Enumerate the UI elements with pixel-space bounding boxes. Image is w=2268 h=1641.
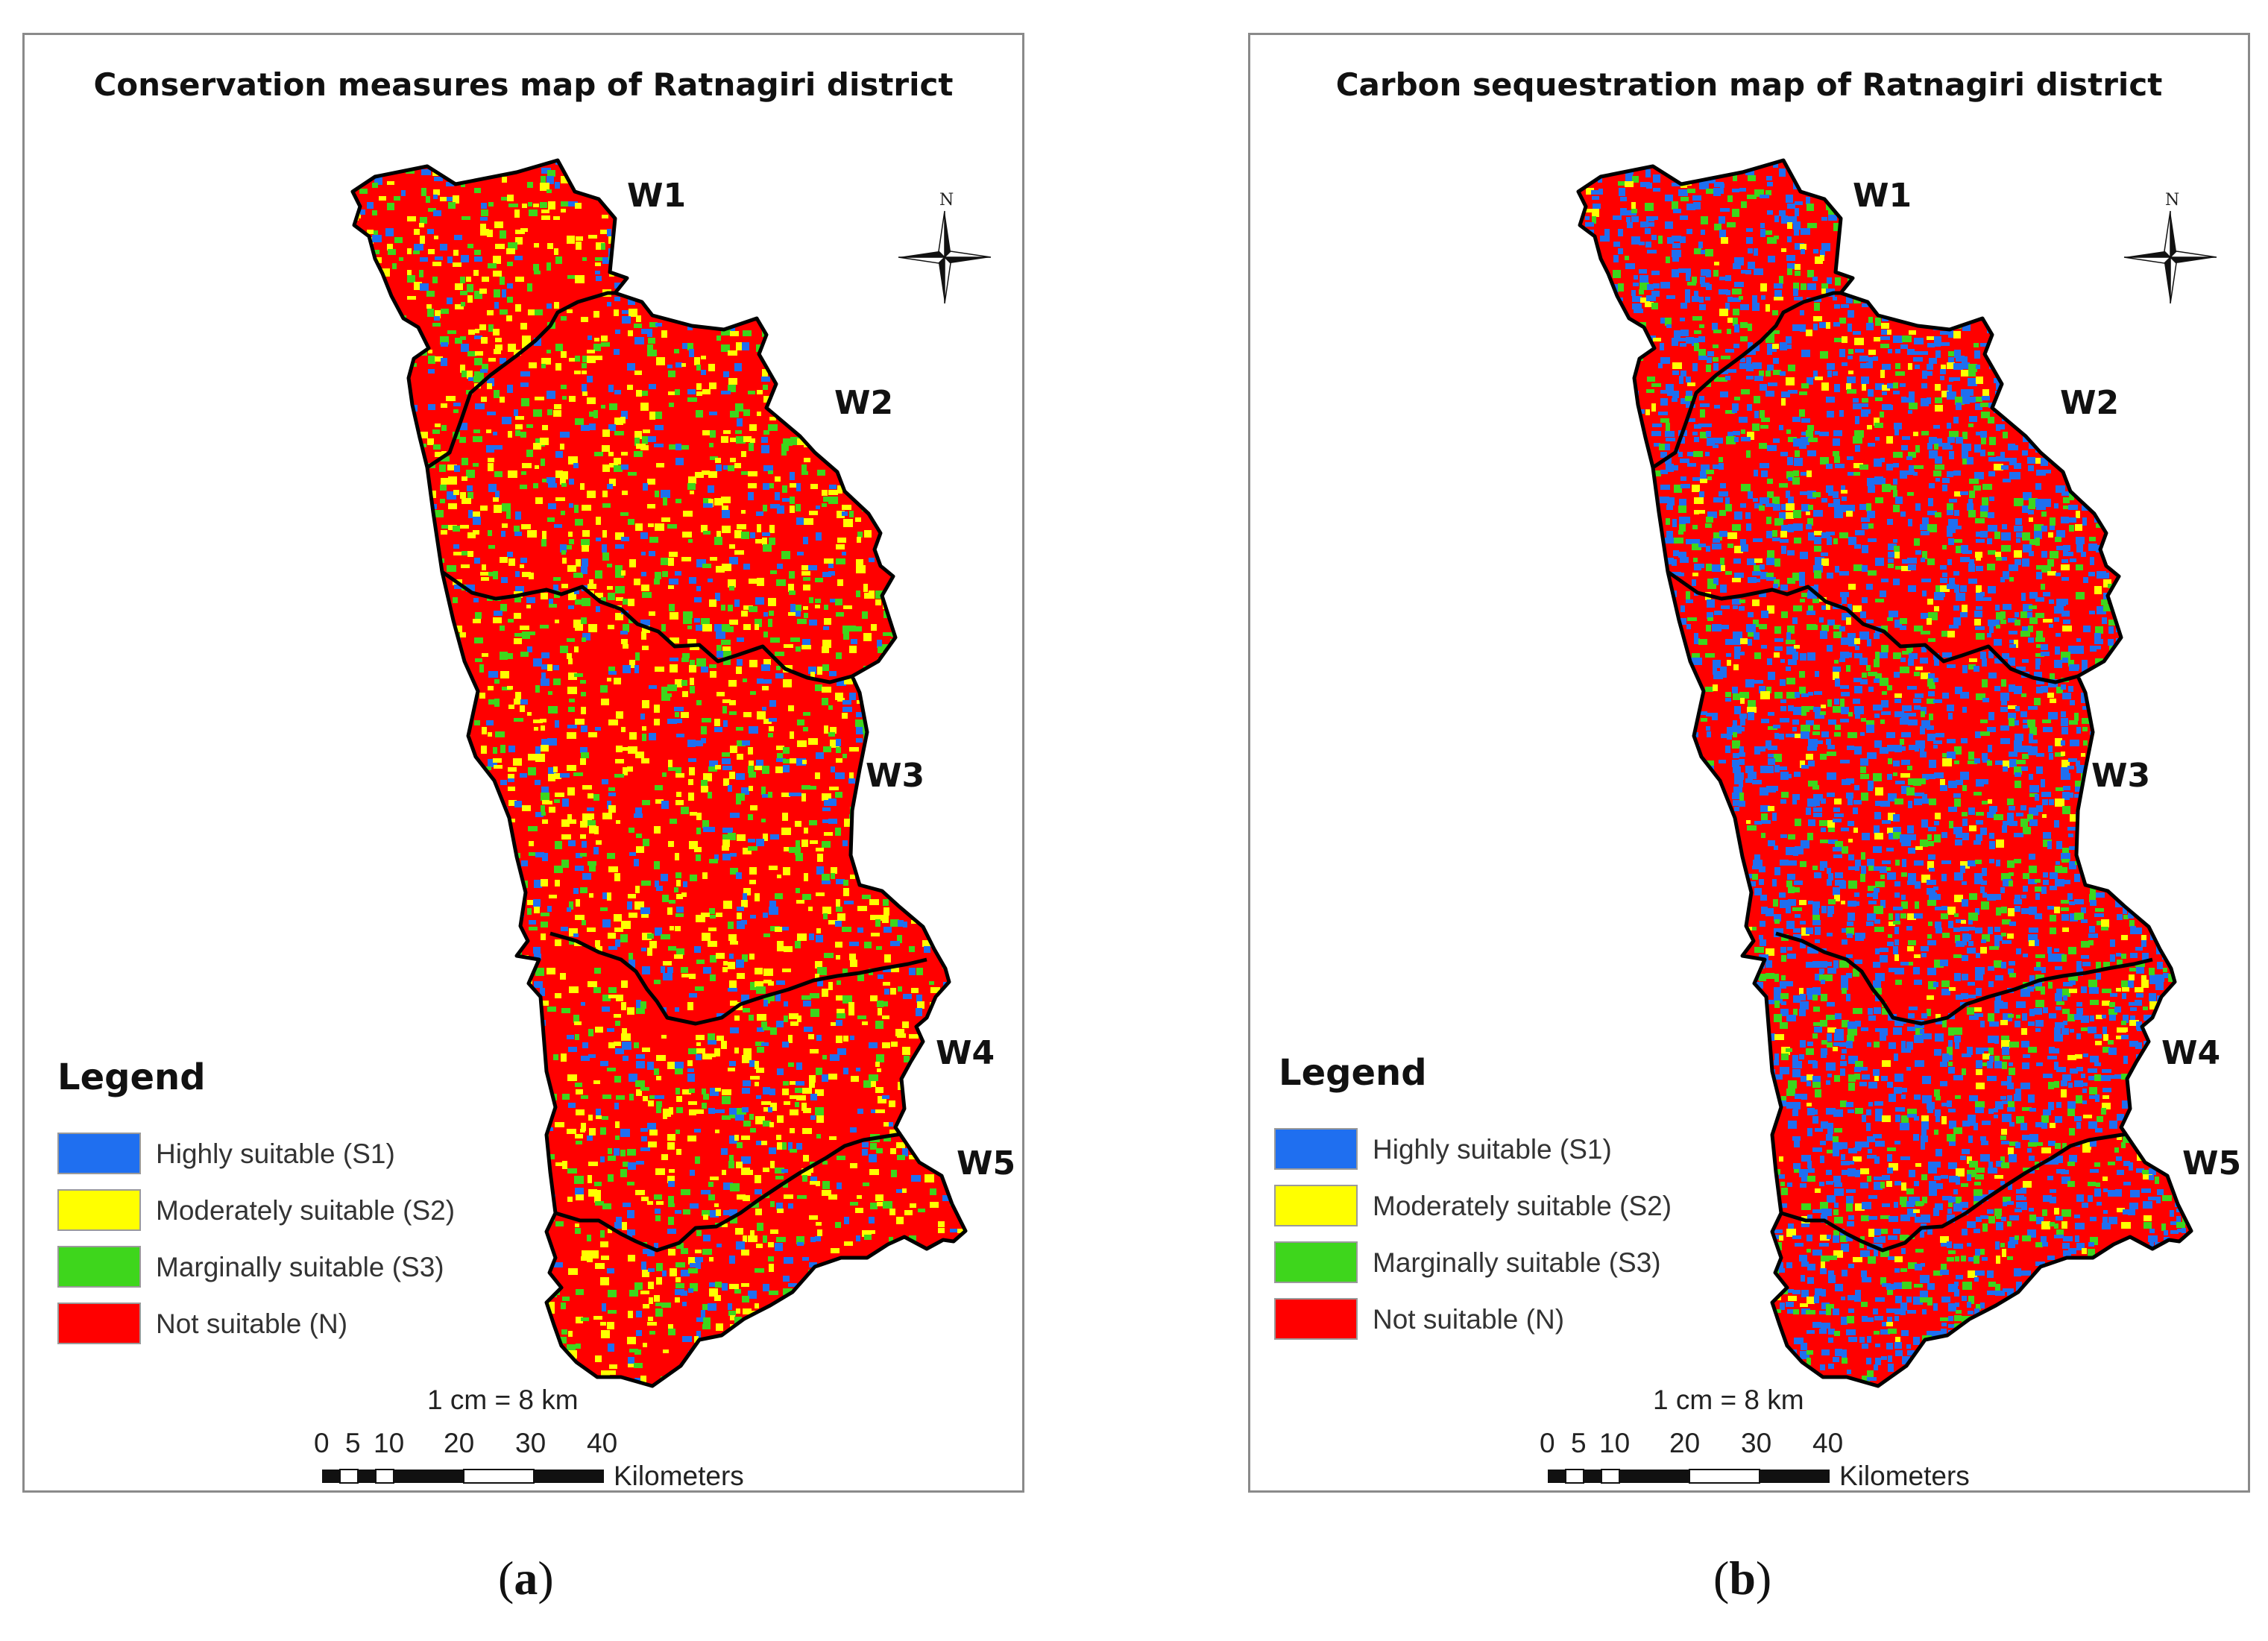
scale-tick-label: 30 [1741,1428,1772,1458]
watershed-boundary-line [1780,1132,2128,1253]
watershed-boundary-line [1651,291,1841,470]
watershed-label-w5: W5 [957,1144,1015,1182]
district-boundary [350,158,968,1388]
north-arrow-icon: N [898,191,992,304]
scale-tick-label: 10 [1599,1428,1631,1458]
watershed-label-w5: W5 [2182,1144,2241,1182]
watershed-label-w4: W4 [936,1034,995,1072]
legend-swatch-n [57,1303,141,1344]
caption-b: (b) [1713,1552,1772,1604]
caption-letter: a [514,1552,538,1604]
legend-swatch-s2 [57,1189,141,1231]
scale-ratio: 1 cm = 8 km [427,1385,579,1415]
watershed-label-w4: W4 [2161,1034,2220,1072]
legend-swatch-n [1274,1298,1358,1340]
scale-tick-label: 20 [1669,1428,1701,1458]
legend-label: Marginally suitable (S3) [156,1252,444,1282]
scale-tick-label: 10 [374,1428,405,1458]
north-label: N [939,191,954,210]
scale-bar-graphic [1548,1469,1830,1484]
scale-tick-label: 5 [1571,1428,1587,1458]
caption-a: (a) [498,1552,554,1604]
legend-label: Not suitable (N) [156,1308,348,1339]
district-boundary [1576,158,2193,1388]
legend-swatch-s1 [1274,1128,1358,1170]
watershed-label-w2: W2 [834,384,893,422]
caption-letter: b [1729,1552,1756,1604]
legend-swatch-s2 [1274,1185,1358,1226]
scale-bar-graphic [322,1469,604,1484]
scale-unit: Kilometers [1839,1461,1970,1491]
scale-tick-label: 20 [444,1428,475,1458]
legend-label: Highly suitable (S1) [156,1138,395,1169]
watershed-boundary-line [1666,570,2079,684]
scale-tick-label: 0 [314,1428,330,1458]
scale-unit: Kilometers [614,1461,744,1491]
legend-swatch-s3 [1274,1241,1358,1283]
district-map: W1 W2 W3 W4 W5 N [1576,158,2241,1388]
watershed-boundaries [1576,158,2193,1388]
north-arrow-icon: N [2123,191,2217,304]
legend-label: Marginally suitable (S3) [1373,1247,1661,1278]
watershed-boundary-line [1775,931,2153,1026]
not-suitable-fill [1578,160,2191,1386]
watershed-boundary-line [549,931,927,1026]
legend-swatch-s1 [57,1133,141,1174]
map-panel-a: Conservation measures map of Ratnagiri d… [22,33,1024,1493]
watershed-label-w1: W1 [627,177,686,215]
watershed-boundaries [350,158,968,1388]
district-map: W1 W2 W3 W4 W5 N [350,158,1015,1388]
scale-tick-label: 40 [1812,1428,1844,1458]
watershed-label-w1: W1 [1853,177,1912,215]
scale-tick-label: 5 [345,1428,361,1458]
watershed-labels: W1 W2 W3 W4 W5 [1853,177,2241,1182]
scale-tick-label: 0 [1540,1428,1555,1458]
legend-label: Not suitable (N) [1373,1304,1565,1335]
watershed-label-w3: W3 [866,757,924,795]
north-label: N [2165,191,2179,210]
legend-label: Highly suitable (S1) [1373,1134,1612,1165]
scale-tick-label: 30 [515,1428,546,1458]
scale-tick-label: 40 [587,1428,618,1458]
legend-label: Moderately suitable (S2) [1373,1191,1672,1221]
map-panel-b: Carbon sequestration map of Ratnagiri di… [1248,33,2250,1493]
scale-ratio: 1 cm = 8 km [1653,1385,1804,1415]
watershed-label-w2: W2 [2060,384,2119,422]
legend-label: Moderately suitable (S2) [156,1195,456,1226]
watershed-labels: W1 W2 W3 W4 W5 [627,177,1015,1182]
watershed-boundary-line [441,570,853,684]
map-title: Carbon sequestration map of Ratnagiri di… [1335,66,2163,103]
map-title: Conservation measures map of Ratnagiri d… [93,66,954,103]
watershed-boundary-line [426,291,615,470]
watershed-label-w3: W3 [2091,757,2150,795]
legend-title: Legend [1279,1052,1427,1094]
legend-title: Legend [57,1056,206,1098]
legend-swatch-s3 [57,1246,141,1288]
watershed-boundary-line [555,1132,902,1253]
